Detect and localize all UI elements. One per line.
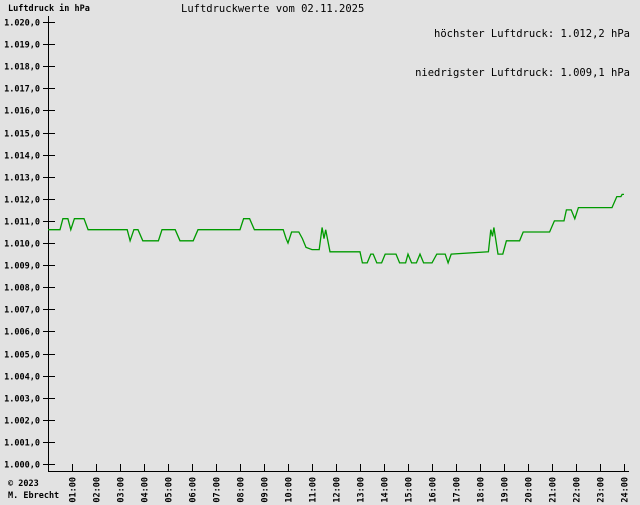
x-tick-label: 15:00 bbox=[405, 477, 415, 503]
x-tick-label: 03:00 bbox=[117, 477, 127, 503]
y-axis-unit-label: Luftdruck in hPa bbox=[8, 4, 90, 14]
x-tick-label: 04:00 bbox=[141, 477, 151, 503]
y-tick-label: 1.001,0 bbox=[4, 439, 40, 449]
y-tick-label: 1.014,0 bbox=[4, 152, 40, 162]
y-tick-label: 1.003,0 bbox=[4, 395, 40, 405]
y-tick-label: 1.019,0 bbox=[4, 41, 40, 51]
x-tick-label: 19:00 bbox=[501, 477, 511, 503]
y-tick-label: 1.004,0 bbox=[4, 373, 40, 383]
x-tick-label: 10:00 bbox=[285, 477, 295, 503]
x-tick-label: 24:00 bbox=[621, 477, 631, 503]
x-tick-label: 22:00 bbox=[573, 477, 583, 503]
y-tick-label: 1.020,0 bbox=[4, 19, 40, 29]
copyright-year: © 2023 bbox=[8, 479, 39, 489]
y-tick-label: 1.009,0 bbox=[4, 262, 40, 272]
x-tick-label: 21:00 bbox=[549, 477, 559, 503]
y-tick-label: 1.008,0 bbox=[4, 284, 40, 294]
y-tick-label: 1.006,0 bbox=[4, 328, 40, 338]
y-tick-label: 1.011,0 bbox=[4, 218, 40, 228]
x-tick-label: 06:00 bbox=[189, 477, 199, 503]
pressure-data-line bbox=[48, 193, 624, 265]
y-tick-label: 1.018,0 bbox=[4, 63, 40, 73]
lowest-pressure-label: niedrigster Luftdruck: 1.009,1 hPa bbox=[415, 67, 630, 79]
highest-pressure-label: höchster Luftdruck: 1.012,2 hPa bbox=[434, 28, 630, 40]
y-tick-label: 1.012,0 bbox=[4, 196, 40, 206]
x-tick-label: 11:00 bbox=[309, 477, 319, 503]
x-tick-label: 09:00 bbox=[261, 477, 271, 503]
x-tick-label: 16:00 bbox=[429, 477, 439, 503]
x-tick-label: 12:00 bbox=[333, 477, 343, 503]
x-tick-label: 14:00 bbox=[381, 477, 391, 503]
x-tick-label: 07:00 bbox=[213, 477, 223, 503]
x-tick-label: 18:00 bbox=[477, 477, 487, 503]
x-tick-label: 13:00 bbox=[357, 477, 367, 503]
y-tick-label: 1.002,0 bbox=[4, 417, 40, 427]
x-tick-label: 20:00 bbox=[525, 477, 535, 503]
y-tick-label: 1.017,0 bbox=[4, 85, 40, 95]
y-tick-label: 1.016,0 bbox=[4, 107, 40, 117]
chart-title: Luftdruckwerte vom 02.11.2025 bbox=[181, 3, 365, 15]
x-tick-label: 05:00 bbox=[165, 477, 175, 503]
y-tick-label: 1.000,0 bbox=[4, 461, 40, 471]
x-tick-label: 08:00 bbox=[237, 477, 247, 503]
copyright-block: © 2023 M. Ebrecht bbox=[8, 478, 59, 502]
y-tick-label: 1.007,0 bbox=[4, 306, 40, 316]
y-tick-label: 1.013,0 bbox=[4, 174, 40, 184]
pressure-stats: höchster Luftdruck: 1.012,2 hPa niedrigs… bbox=[415, 2, 630, 106]
y-tick-label: 1.005,0 bbox=[4, 351, 40, 361]
y-tick-label: 1.010,0 bbox=[4, 240, 40, 250]
x-tick-label: 02:00 bbox=[93, 477, 103, 503]
copyright-author: M. Ebrecht bbox=[8, 491, 60, 501]
x-tick-label: 17:00 bbox=[453, 477, 463, 503]
x-tick-label: 01:00 bbox=[69, 477, 79, 503]
y-tick-label: 1.015,0 bbox=[4, 130, 40, 140]
x-tick-label: 23:00 bbox=[597, 477, 607, 503]
